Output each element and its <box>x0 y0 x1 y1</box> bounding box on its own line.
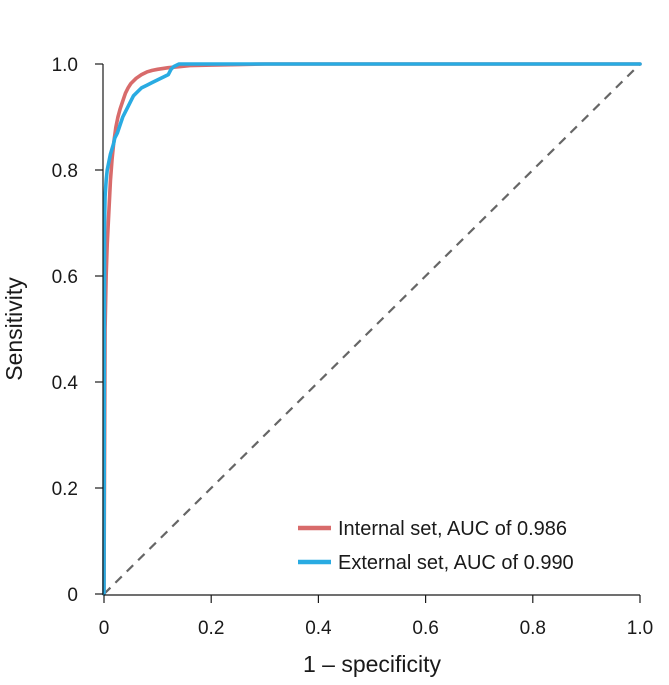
y-tick-label: 0.4 <box>52 373 79 394</box>
y-tick-label: 0 <box>67 585 78 606</box>
legend: Internal set, AUC of 0.986 External set, … <box>298 518 574 574</box>
y-tick-label: 0.8 <box>52 161 78 182</box>
legend-label: Internal set, AUC of 0.986 <box>338 518 567 540</box>
y-tick-label: 1.0 <box>52 55 78 76</box>
x-tick-label: 0.4 <box>305 618 332 639</box>
legend-label: External set, AUC of 0.990 <box>338 552 574 574</box>
y-tick-label: 0.6 <box>52 267 78 288</box>
reference-diagonal-line <box>103 63 641 595</box>
x-tick-label: 0.6 <box>412 618 438 639</box>
reference-line-layer <box>103 63 641 595</box>
series-layer <box>102 62 642 596</box>
x-ticks: 0 0.2 0.4 0.6 0.8 1.0 <box>99 595 653 639</box>
x-tick-label: 0 <box>99 618 110 639</box>
x-tick-label: 0.2 <box>198 618 224 639</box>
y-tick-label: 0.2 <box>52 479 78 500</box>
x-tick-label: 1.0 <box>627 618 653 639</box>
x-axis-title: 1 – specificity <box>303 651 442 677</box>
x-tick-label: 0.8 <box>520 618 546 639</box>
y-ticks: 0 0.2 0.4 0.6 0.8 1.0 <box>52 55 103 606</box>
series-line-external <box>102 62 642 596</box>
axes-layer <box>102 64 640 596</box>
series-line-internal <box>102 62 642 596</box>
y-axis-title: Sensitivity <box>1 277 27 381</box>
